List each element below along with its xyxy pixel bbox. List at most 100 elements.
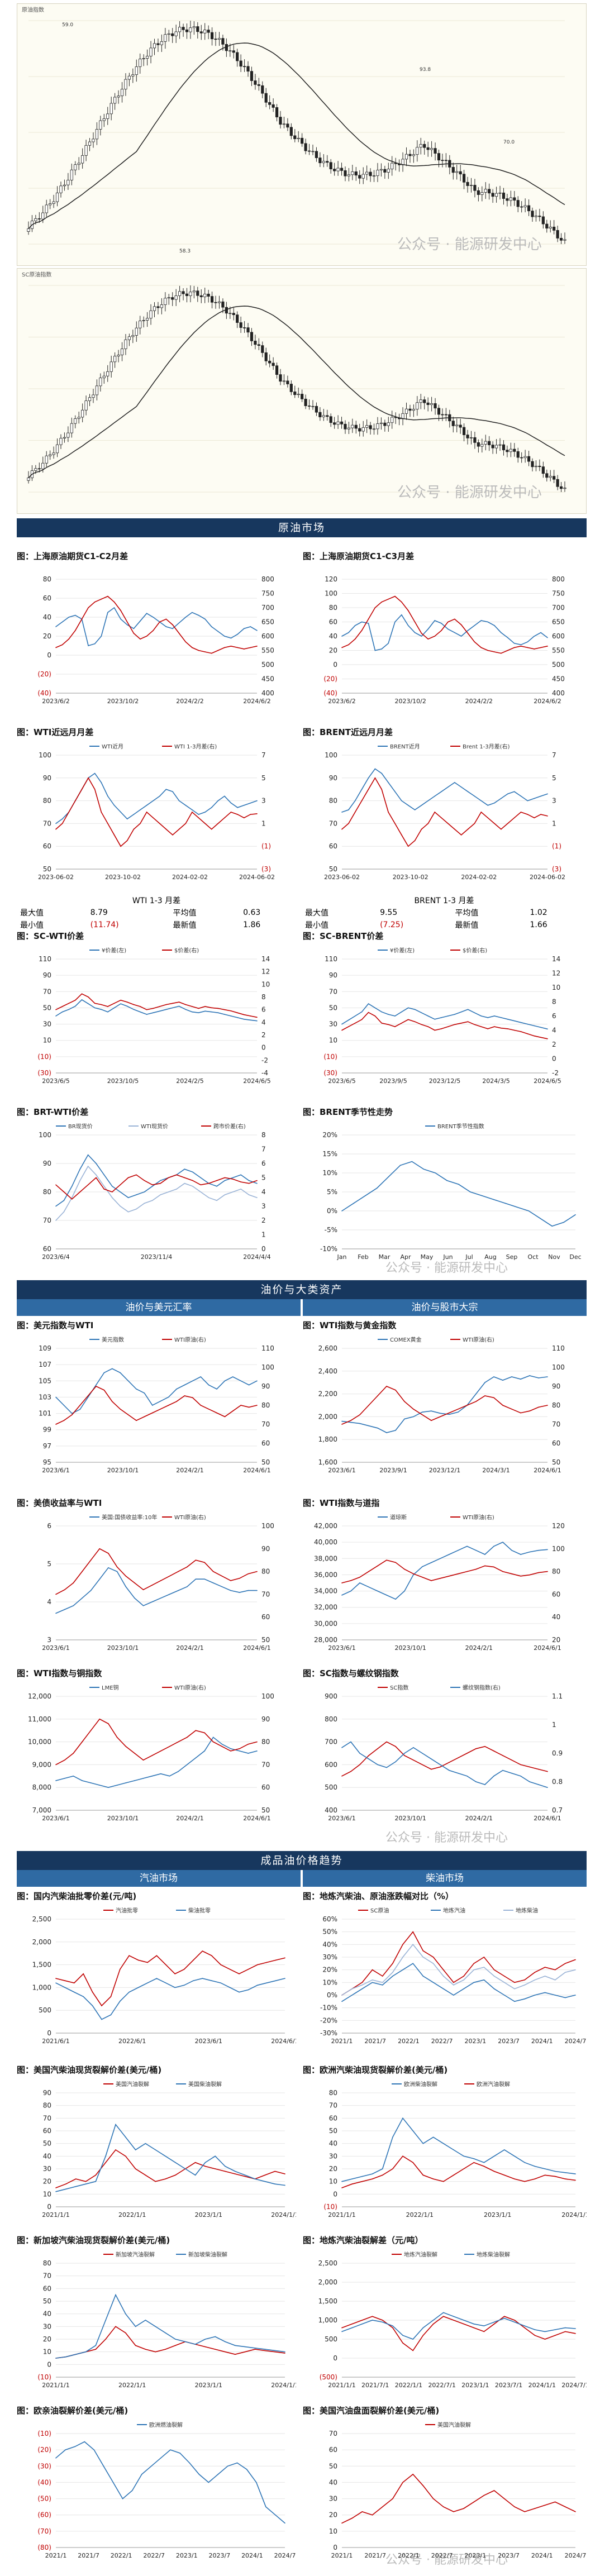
- data-point: [466, 1405, 468, 1406]
- data-point: [168, 1405, 169, 1406]
- data-point: [434, 812, 435, 813]
- chart-title: 图：BRENT近远月月差: [303, 727, 393, 737]
- series-line: [341, 1003, 548, 1030]
- candle-body: [203, 30, 207, 34]
- data-point: [467, 791, 469, 793]
- data-point: [244, 2174, 246, 2176]
- y-tick-label: 1,500: [32, 1961, 51, 1969]
- data-point: [422, 2174, 424, 2176]
- y-tick-label: 11,000: [28, 1715, 51, 1723]
- x-tick-label: Jan: [337, 1253, 347, 1261]
- line-chart-c10: COMEX黄金 WTI原油(右)2,6002,4002,2002,0001,800…: [318, 1336, 565, 1474]
- data-point: [463, 1979, 464, 1981]
- data-point: [359, 1423, 360, 1424]
- data-point: [341, 2327, 342, 2329]
- data-point: [449, 1575, 450, 1577]
- data-point: [575, 1995, 576, 1996]
- data-point: [141, 2474, 142, 2475]
- data-point: [284, 1978, 285, 1979]
- data-point: [466, 1545, 468, 1547]
- data-point: [381, 602, 383, 603]
- data-point: [142, 1759, 144, 1761]
- data-point: [244, 2176, 246, 2177]
- legend-entry: 欧洲汽油裂解: [477, 2081, 510, 2088]
- data-point: [275, 2514, 276, 2516]
- data-point: [401, 1011, 402, 1013]
- candle-body: [451, 421, 455, 426]
- data-point: [120, 1184, 121, 1186]
- y-tick-label: (20): [323, 675, 337, 683]
- data-point: [463, 2168, 464, 2169]
- data-point: [544, 1976, 546, 1977]
- data-point: [440, 1764, 441, 1766]
- data-point: [250, 814, 251, 815]
- data-point: [565, 2506, 566, 2507]
- data-point: [447, 628, 449, 630]
- y2-tick-label: 14: [552, 955, 560, 963]
- data-point: [224, 1416, 226, 1418]
- series-line: [341, 2316, 576, 2351]
- data-point: [440, 1558, 441, 1559]
- y2-tick-label: 5: [552, 774, 556, 782]
- y-tick-label: 2,000: [318, 2278, 337, 2286]
- legend-entry: 美国柴油裂解: [188, 2081, 222, 2088]
- candle-body: [412, 154, 415, 156]
- x-tick-label: 2023/1: [176, 2552, 198, 2559]
- data-point: [413, 1573, 414, 1575]
- data-point: [194, 2162, 196, 2163]
- data-point: [198, 817, 199, 818]
- y-tick-label: (10): [37, 2373, 51, 2381]
- candle-body: [174, 295, 178, 300]
- y2-tick-label: 70: [261, 1420, 270, 1428]
- x-tick-label: 2021/7: [364, 2038, 386, 2045]
- candle-body: [178, 27, 182, 32]
- data-point: [377, 1590, 378, 1592]
- data-point: [458, 1757, 459, 1758]
- y-tick-label: 90: [43, 774, 51, 782]
- data-point: [484, 1745, 485, 1747]
- data-point: [116, 1571, 118, 1572]
- y-tick-label: 10%: [322, 1169, 337, 1177]
- sc-index-kline-chart: SC原油指数: [22, 271, 566, 493]
- data-point: [243, 1019, 245, 1020]
- data-point: [494, 651, 495, 652]
- candle-body: [34, 218, 37, 221]
- y-tick-label: -30%: [320, 2029, 337, 2037]
- candle-body: [106, 113, 109, 119]
- y-tick-label: (20): [37, 670, 51, 678]
- candle-body: [491, 445, 494, 449]
- data-point: [474, 1024, 475, 1025]
- data-point: [227, 2465, 228, 2467]
- data-point: [453, 2174, 454, 2176]
- data-point: [494, 823, 495, 824]
- data-point: [120, 999, 121, 1001]
- candle-body: [430, 148, 434, 150]
- data-point: [256, 1590, 258, 1591]
- data-point: [165, 618, 167, 620]
- candle-body: [153, 306, 156, 311]
- candle-body: [146, 318, 149, 321]
- data-point: [341, 1210, 342, 1211]
- x-tick-label: 2024/2/1: [176, 1644, 203, 1652]
- y2-tick-label: 80: [261, 1568, 270, 1576]
- data-point: [524, 1979, 525, 1981]
- data-point: [473, 2158, 475, 2159]
- data-point: [115, 2294, 116, 2296]
- candle-body: [559, 486, 563, 489]
- data-point: [413, 1416, 414, 1418]
- data-point: [431, 1420, 432, 1421]
- x-tick-label: 2021/1/1: [42, 2211, 69, 2219]
- y-tick-label: 90: [43, 971, 51, 979]
- data-point: [341, 636, 342, 637]
- x-tick-label: 2023/9/5: [379, 1077, 407, 1085]
- data-point: [382, 2168, 383, 2169]
- data-point: [113, 607, 115, 608]
- data-point: [204, 2162, 206, 2163]
- data-point: [427, 1015, 429, 1017]
- y2-tick-label: 2: [261, 1031, 266, 1039]
- data-point: [176, 1189, 177, 1190]
- data-point: [235, 2173, 236, 2174]
- data-point: [554, 1995, 556, 1996]
- y2-tick-label: 2: [552, 1041, 556, 1048]
- candle-body: [556, 479, 559, 487]
